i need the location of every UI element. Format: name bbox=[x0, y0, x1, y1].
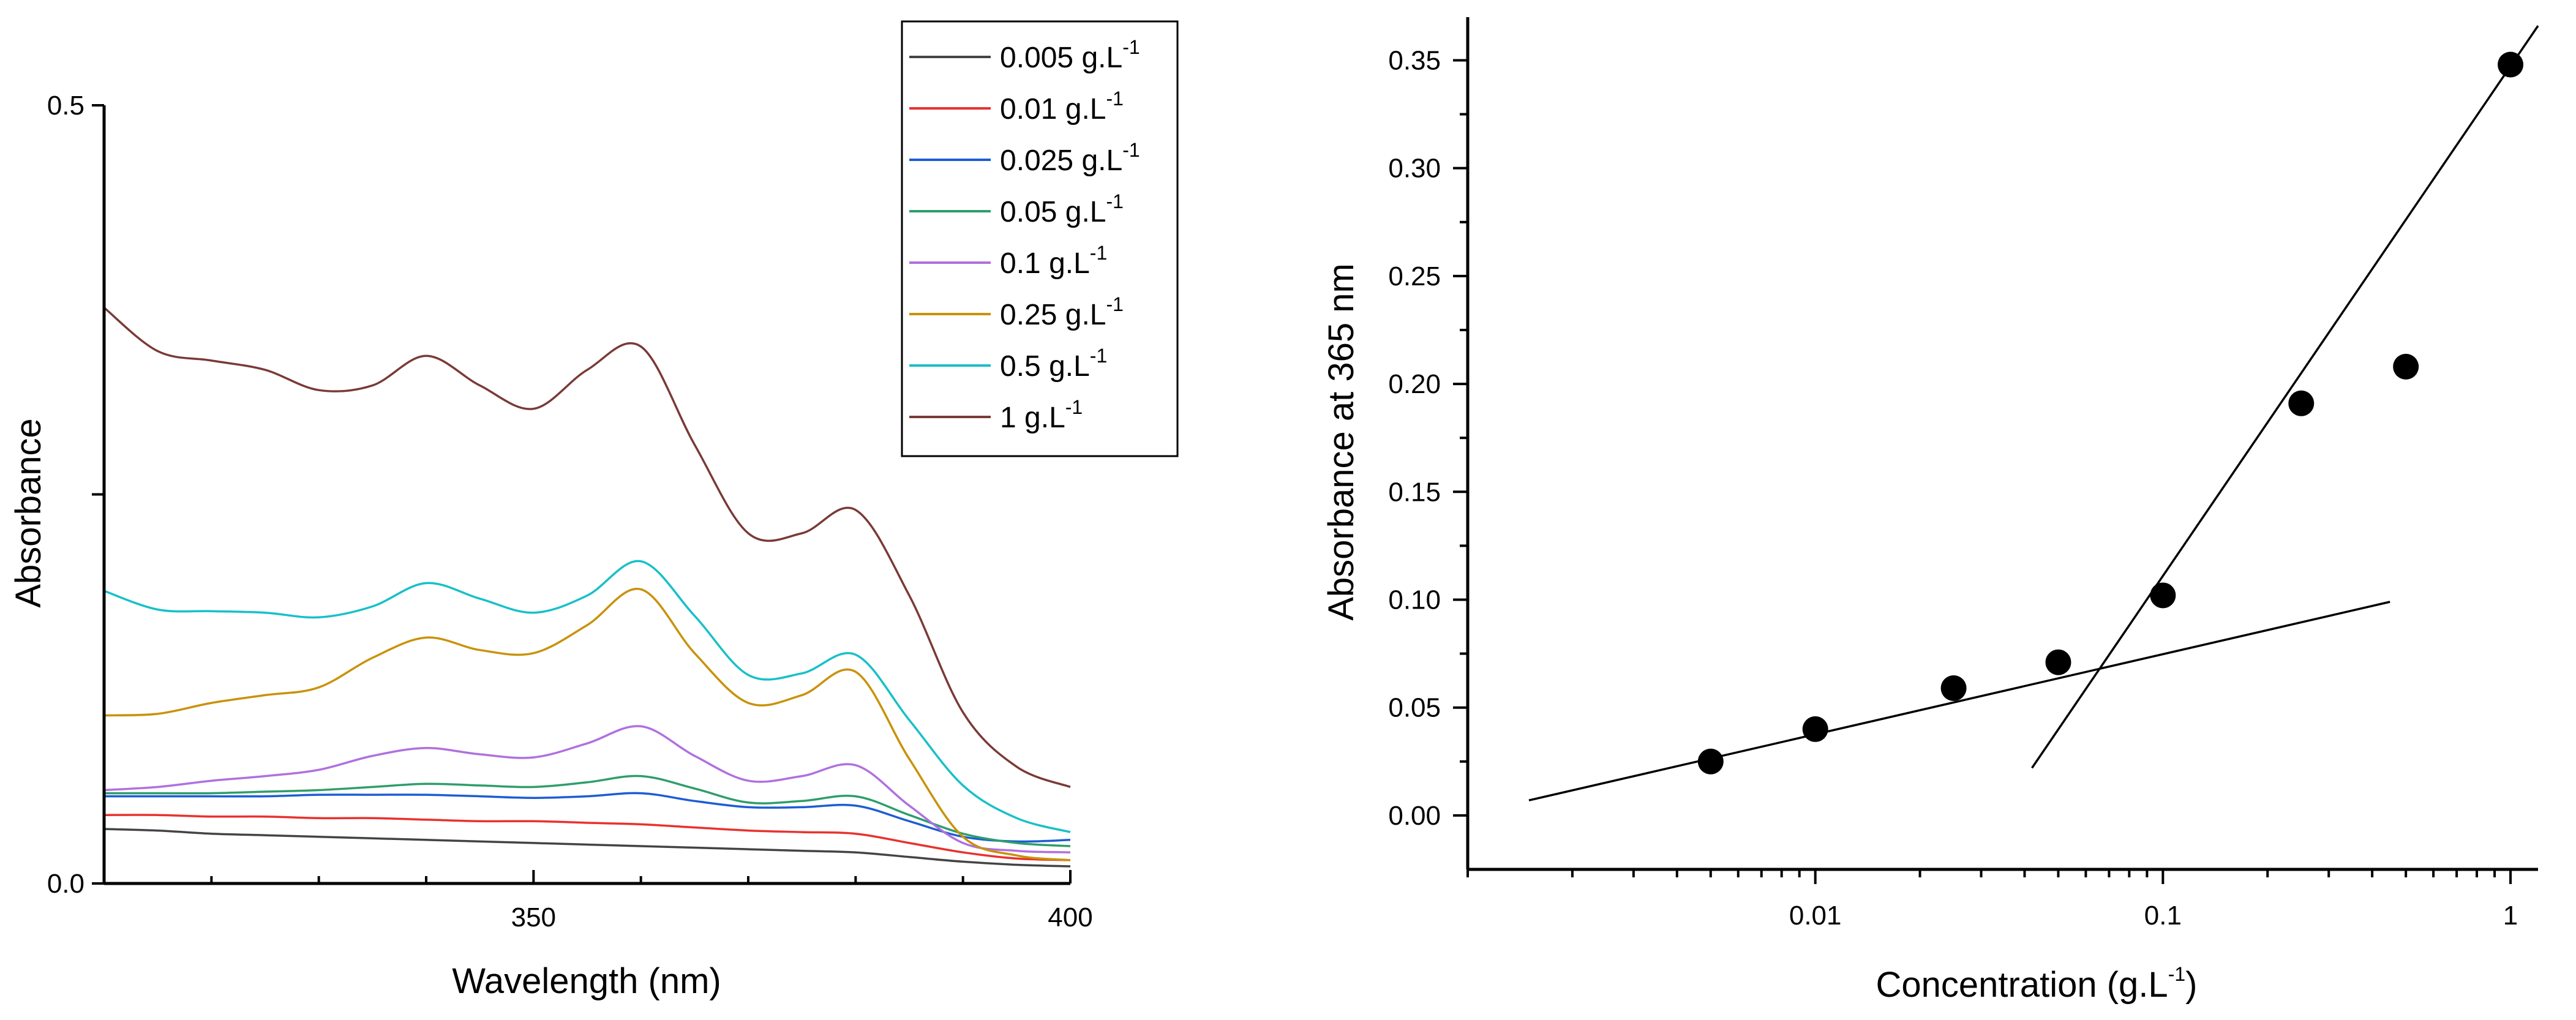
concentration-y-tick-label: 0.35 bbox=[1388, 45, 1441, 75]
data-point bbox=[2498, 51, 2524, 78]
concentration-y-axis-title: Absorbance at 365 nm bbox=[1321, 263, 1361, 621]
data-point bbox=[1940, 675, 1967, 701]
data-point bbox=[1697, 748, 1724, 774]
spectrum-line-5 bbox=[103, 588, 1071, 861]
concentration-y-tick-label: 0.05 bbox=[1388, 693, 1441, 723]
spectrum-line-2 bbox=[103, 792, 1071, 843]
concentration-x-tick-label: 1 bbox=[2503, 901, 2518, 931]
concentration-x-tick-label: 0.01 bbox=[1789, 901, 1842, 931]
concentration-x-tick-label: 0.1 bbox=[2144, 901, 2182, 931]
legend-box bbox=[901, 20, 1179, 457]
spectrum-line-0 bbox=[103, 828, 1071, 868]
concentration-x-axis-title: Concentration (g.L-1) bbox=[1876, 963, 2198, 1005]
legend-label: 0.05 g.L-1 bbox=[1000, 190, 1124, 228]
fit-line-1 bbox=[2031, 25, 2539, 769]
spectra-series bbox=[103, 307, 1071, 868]
spectrum-line-7 bbox=[103, 307, 1071, 789]
spectra-y-tick-label: 0.5 bbox=[47, 91, 84, 121]
spectrum-line-1 bbox=[103, 814, 1071, 861]
spectra-axes: 350 400 0.0 0.5 bbox=[47, 91, 1093, 932]
data-point bbox=[2045, 649, 2071, 675]
concentration-y-tick-label: 0.15 bbox=[1388, 477, 1441, 507]
concentration-axes: 0.00 0.05 0.10 0.15 0.20 0.25 0.30 0.35 0.01 0.1 1 bbox=[1388, 17, 2538, 931]
legend-label: 0.25 g.L-1 bbox=[1000, 293, 1124, 331]
legend-label: 0.025 g.L-1 bbox=[1000, 139, 1140, 177]
legend-label: 1 g.L-1 bbox=[1000, 396, 1083, 434]
data-points bbox=[1697, 51, 2524, 774]
data-point bbox=[2393, 353, 2419, 380]
data-point bbox=[2288, 390, 2315, 416]
spectra-y-axis-title: Absorbance bbox=[9, 418, 48, 608]
spectrum-line-6 bbox=[103, 560, 1071, 833]
spectra-x-tick-label: 400 bbox=[1048, 902, 1092, 932]
legend-label: 0.01 g.L-1 bbox=[1000, 88, 1124, 126]
legend-label: 0.005 g.L-1 bbox=[1000, 36, 1140, 74]
chart-absorbance-vs-concentration: 0.00 0.05 0.10 0.15 0.20 0.25 0.30 0.35 0.01 0.1 1… bbox=[1321, 17, 2539, 1005]
fit-line-0 bbox=[1528, 601, 2390, 801]
concentration-y-tick-label: 0.00 bbox=[1388, 801, 1441, 831]
spectra-y-tick-label: 0.0 bbox=[47, 869, 84, 899]
legend-label: 0.1 g.L-1 bbox=[1000, 242, 1107, 280]
legend-label: 0.5 g.L-1 bbox=[1000, 345, 1107, 383]
concentration-y-tick-label: 0.30 bbox=[1388, 154, 1441, 184]
spectra-x-tick-label: 350 bbox=[511, 902, 556, 932]
concentration-y-tick-label: 0.20 bbox=[1388, 369, 1441, 399]
spectrum-line-4 bbox=[103, 725, 1071, 853]
data-point bbox=[1802, 716, 1828, 742]
concentration-y-tick-label: 0.25 bbox=[1388, 261, 1441, 291]
data-point bbox=[2150, 582, 2176, 609]
fit-lines bbox=[1528, 25, 2539, 801]
spectrum-line-3 bbox=[103, 774, 1071, 847]
spectra-x-axis-title: Wavelength (nm) bbox=[452, 961, 721, 1001]
spectra-legend: 0.005 g.L-1 0.01 g.L-1 0.025 g.L-1 0.05 g.L… bbox=[901, 20, 1179, 457]
concentration-y-tick-label: 0.10 bbox=[1388, 585, 1441, 615]
